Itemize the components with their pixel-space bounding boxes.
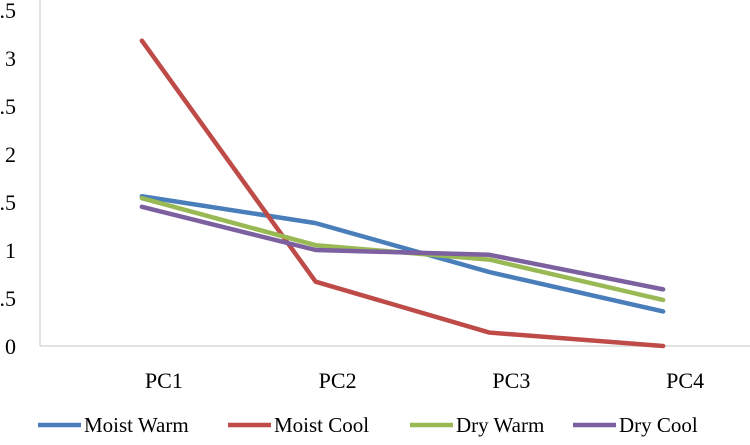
legend-item: Dry Warm <box>410 413 544 437</box>
x-tick-label: PC3 <box>492 368 530 393</box>
legend-item: Dry Cool <box>573 413 698 437</box>
y-tick-label: 2 <box>5 142 16 167</box>
y-tick-label: 1.5 <box>0 190 16 215</box>
legend: Moist Warm Moist Cool Dry Warm Dry Cool <box>38 413 698 437</box>
legend-item: Moist Warm <box>38 413 189 437</box>
legend-label: Moist Cool <box>274 413 369 437</box>
y-tick-label: 0.5 <box>0 286 16 311</box>
legend-label: Moist Warm <box>84 413 189 437</box>
y-tick-label: 3 <box>5 46 16 71</box>
x-tick-label: PC2 <box>319 368 357 393</box>
series-lines <box>139 38 666 349</box>
legend-item: Moist Cool <box>228 413 369 437</box>
x-tick-label: PC4 <box>666 368 704 393</box>
series-line-moist-warm <box>139 193 666 314</box>
y-tick-label: 3.5 <box>0 0 16 23</box>
x-axis-ticks: PC1 PC2 PC3 PC4 <box>145 368 704 393</box>
y-tick-label: 2.5 <box>0 94 16 119</box>
legend-label: Dry Warm <box>456 413 544 437</box>
series-line-dry-cool <box>139 204 666 292</box>
series-line-moist-cool <box>139 38 666 349</box>
y-tick-label: 1 <box>5 238 16 263</box>
x-tick-label: PC1 <box>145 368 183 393</box>
legend-label: Dry Cool <box>619 413 698 437</box>
y-axis-ticks: 0 0.5 1 1.5 2 2.5 3 3.5 <box>0 0 16 359</box>
y-tick-label: 0 <box>5 334 16 359</box>
